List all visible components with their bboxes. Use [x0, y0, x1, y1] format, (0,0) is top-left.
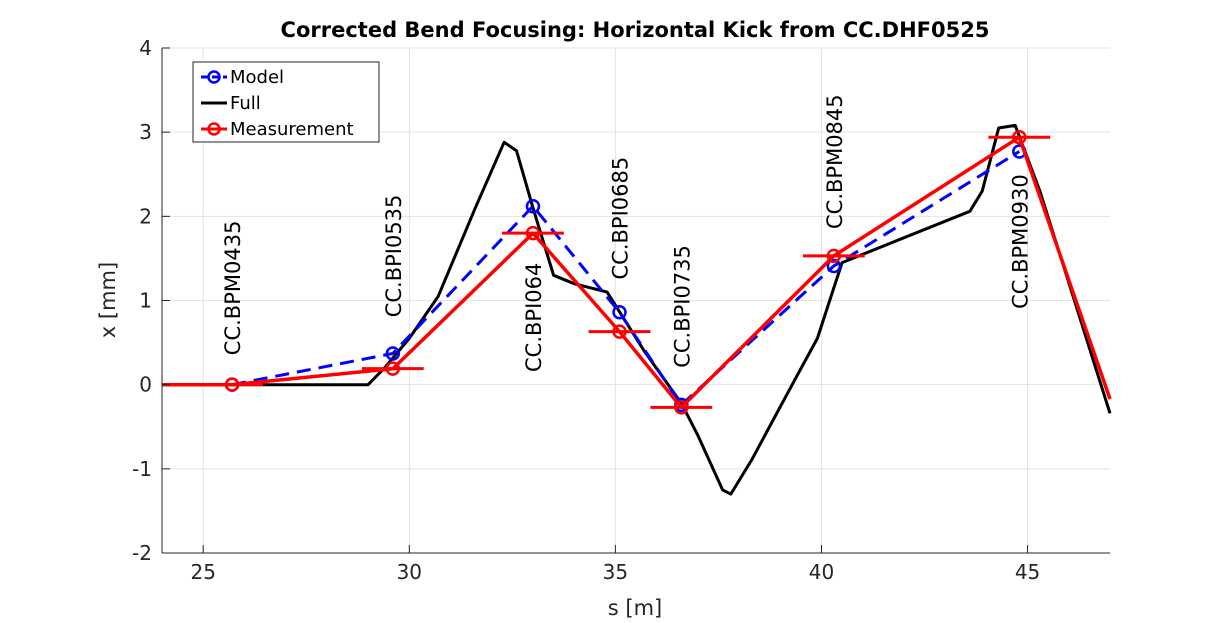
legend-label: Model — [230, 67, 284, 88]
series-layer — [162, 123, 1112, 496]
legend: Model Full Measurement — [192, 61, 380, 143]
model-point — [826, 258, 842, 274]
x-tick-label: 40 — [809, 560, 834, 584]
measurement-point — [1012, 129, 1027, 145]
y-tick-label: 1 — [139, 289, 152, 313]
y-axis-label: x [mm] — [96, 262, 120, 338]
chart-title: Corrected Bend Focusing: Horizontal Kick… — [281, 18, 990, 42]
measurement-point — [224, 377, 240, 392]
bpm-label: CC.BPM0845 — [823, 94, 847, 229]
x-tick-label: 30 — [397, 560, 422, 584]
legend-label: Full — [230, 93, 261, 114]
x-tick-label: 45 — [1015, 560, 1040, 584]
bpm-label: CC.BPI0735 — [670, 245, 694, 368]
y-tick-label: 2 — [139, 204, 152, 228]
bpm-label: CC.BPI0685 — [609, 157, 633, 280]
y-tick-label: -2 — [132, 541, 152, 565]
legend-swatch-marker — [207, 70, 221, 84]
bpm-label: CC.BPI064 — [522, 263, 546, 372]
y-tick-label: 4 — [139, 36, 152, 60]
x-tick-label: 25 — [190, 560, 215, 584]
measurement-point — [612, 324, 627, 339]
bpm-label: CC.BPM0930 — [1008, 174, 1032, 309]
bpm-label: CC.BPM0435 — [221, 221, 245, 356]
series-line-measurement — [162, 135, 1112, 410]
legend-swatch-marker — [207, 122, 221, 136]
measurement-point — [826, 248, 842, 264]
measurement-point — [525, 225, 541, 241]
y-tick-label: 3 — [139, 120, 152, 144]
axes: 25 30 35 40 45 -2 -1 0 1 2 3 4 — [132, 36, 1110, 584]
x-tick-label: 35 — [603, 560, 628, 584]
annotation-layer: CC.BPM0435 CC.BPI0535 CC.BPI064 CC.BPI0685 C… — [221, 94, 1032, 372]
legend-label: Measurement — [230, 119, 354, 140]
model-point — [385, 346, 401, 361]
measurement-point — [674, 400, 689, 415]
y-tick-label: -1 — [132, 457, 152, 481]
series-line-model — [231, 150, 1021, 408]
model-point — [612, 305, 627, 320]
x-axis-label: s [m] — [608, 596, 662, 620]
model-point — [525, 198, 541, 214]
y-tick-label: 0 — [139, 373, 152, 397]
measurement-point — [385, 361, 401, 376]
bpm-label: CC.BPI0535 — [382, 195, 406, 318]
